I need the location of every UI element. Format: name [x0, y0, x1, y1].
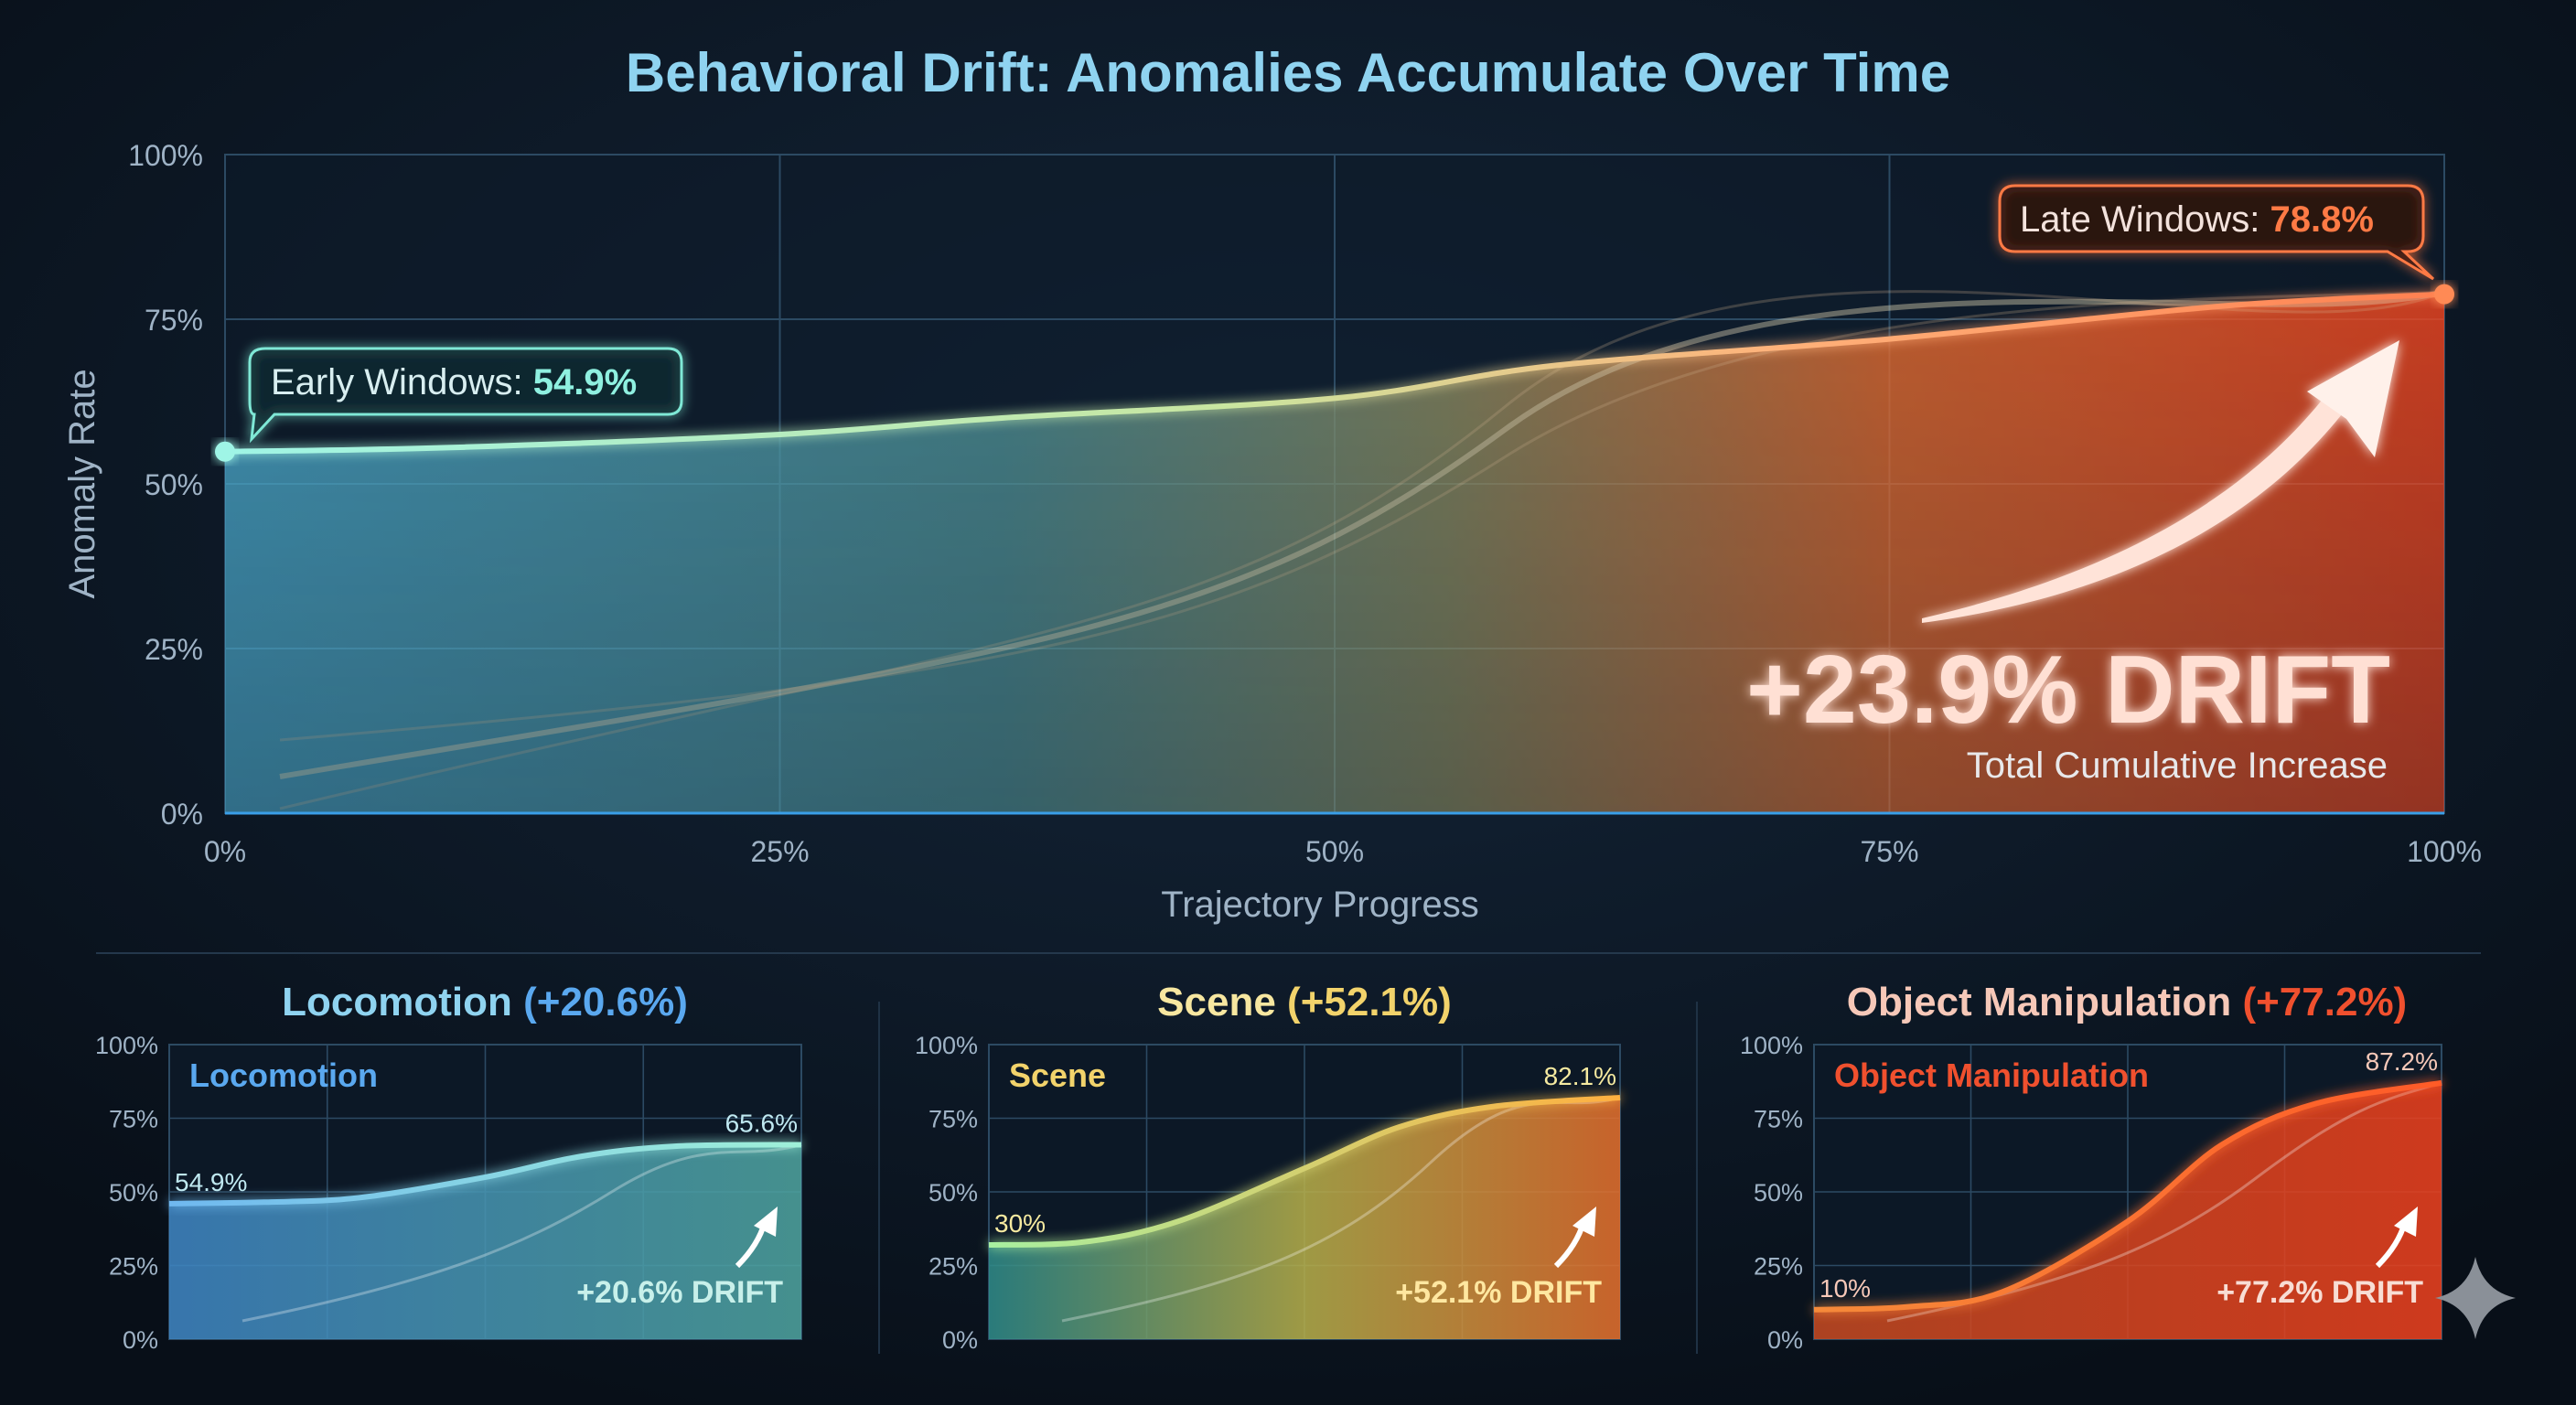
- late-windows-value: 78.8%: [2270, 199, 2373, 240]
- drift-arrowhead-icon: [2394, 1207, 2418, 1237]
- locomotion-panel: Locomotion (+20.6%) 0% 25% 50% 75% 100% Locom…: [95, 980, 802, 1354]
- panel-title-delta: (+20.6%): [523, 980, 688, 1024]
- drift-arrowhead-icon: [754, 1207, 778, 1237]
- y-tick-label: 100%: [915, 1032, 978, 1059]
- svg-text:Late Windows: 78.8%: Late Windows: 78.8%: [2020, 199, 2374, 240]
- x-tick-label: 0%: [204, 835, 246, 868]
- x-tick-label: 25%: [750, 835, 809, 868]
- y-tick-label: 75%: [928, 1106, 978, 1133]
- scene-panel: Scene (+52.1%) 0% 25% 50% 75% 100% Scene 30% 82…: [915, 980, 1621, 1354]
- drift-subtitle: Total Cumulative Increase: [1967, 745, 2388, 786]
- panel-title: Object Manipulation: [1847, 980, 2231, 1024]
- start-value-label: 54.9%: [175, 1168, 247, 1196]
- panel-drift-label: +77.2% DRIFT: [2216, 1275, 2423, 1310]
- main-line: [215, 284, 2454, 815]
- svg-text:Scene (+52.1%): Scene (+52.1%): [1157, 980, 1452, 1024]
- y-tick-label: 100%: [128, 139, 203, 172]
- sparkle-icon: [2435, 1257, 2516, 1339]
- y-tick-label: 75%: [109, 1106, 158, 1133]
- object-manipulation-panel: Object Manipulation (+77.2%) 0% 25% 50% 75%…: [1740, 980, 2442, 1354]
- page-title: Behavioral Drift: Anomalies Accumulate O…: [626, 42, 1950, 103]
- drift-arrow-icon: [1922, 340, 2399, 623]
- panel-title-delta: (+52.1%): [1287, 980, 1452, 1024]
- y-tick-label: 0%: [942, 1326, 978, 1354]
- panel-area-fill: [169, 1144, 801, 1339]
- early-windows-value: 54.9%: [533, 362, 637, 402]
- main-series-line: [224, 291, 2445, 455]
- panel-inner-label: Locomotion: [189, 1056, 378, 1094]
- y-tick-label: 100%: [1740, 1032, 1803, 1059]
- end-value-label: 82.1%: [1544, 1062, 1616, 1090]
- y-tick-label: 50%: [145, 468, 203, 501]
- x-axis-label: Trajectory Progress: [1161, 885, 1479, 925]
- y-tick-label: 50%: [1754, 1179, 1803, 1207]
- y-tick-label: 50%: [928, 1179, 978, 1207]
- x-tick-label: 75%: [1860, 835, 1918, 868]
- panel-drift-label: +52.1% DRIFT: [1395, 1275, 1602, 1310]
- panel-title-delta: (+77.2%): [2242, 980, 2407, 1024]
- main-area: [225, 289, 2445, 813]
- panel-area-fill: [1814, 1082, 2442, 1339]
- main-ticks: 0% 25% 50% 75% 100% 0% 25% 50% 75% 100%: [128, 139, 2482, 868]
- panel-title: Scene: [1157, 980, 1276, 1024]
- drift-arrowhead-icon: [1572, 1207, 1596, 1237]
- start-point: [215, 441, 235, 462]
- drift-headline: +23.9% DRIFT: [1746, 636, 2390, 744]
- early-windows-label: Early Windows:: [271, 362, 533, 402]
- end-value-label: 65.6%: [725, 1109, 798, 1137]
- svg-text:Locomotion (+20.6%): Locomotion (+20.6%): [282, 980, 688, 1024]
- panel-drift-label: +20.6% DRIFT: [576, 1275, 783, 1310]
- panel-series-line: [988, 1094, 1621, 1248]
- svg-text:Early Windows: 54.9%: Early Windows: 54.9%: [271, 362, 637, 402]
- y-tick-label: 25%: [1754, 1253, 1803, 1281]
- main-area-fill: [225, 294, 2444, 813]
- y-tick-label: 25%: [145, 633, 203, 666]
- y-tick-label: 0%: [123, 1326, 158, 1354]
- y-tick-label: 0%: [161, 798, 203, 831]
- svg-text:Object Manipulation (+77.2%): Object Manipulation (+77.2%): [1847, 980, 2407, 1024]
- y-tick-label: 0%: [1767, 1326, 1803, 1354]
- panel-series-line: [1813, 1079, 2442, 1313]
- x-tick-label: 50%: [1305, 835, 1364, 868]
- start-value-label: 10%: [1819, 1274, 1871, 1303]
- main-chart: 0% 25% 50% 75% 100% 0% 25% 50% 75% 100% Trajector…: [62, 139, 2482, 925]
- panel-inner-label: Object Manipulation: [1834, 1056, 2149, 1094]
- early-windows-callout: Early Windows: 54.9%: [248, 347, 683, 444]
- end-value-label: 87.2%: [2366, 1047, 2438, 1076]
- flow-streak: [242, 1143, 802, 1323]
- y-tick-label: 75%: [1754, 1106, 1803, 1133]
- flow-streak: [279, 290, 2445, 810]
- y-tick-label: 75%: [145, 304, 203, 337]
- y-tick-label: 25%: [928, 1253, 978, 1281]
- panel-area-fill: [989, 1097, 1620, 1339]
- x-tick-label: 100%: [2407, 835, 2482, 868]
- y-axis-label: Anomaly Rate: [62, 369, 102, 598]
- end-point: [2434, 284, 2454, 305]
- panel-series-line: [168, 1142, 802, 1207]
- y-tick-label: 100%: [95, 1032, 158, 1059]
- flow-streak: [279, 289, 2445, 779]
- y-tick-label: 50%: [109, 1179, 158, 1207]
- late-windows-label: Late Windows:: [2020, 199, 2270, 240]
- flow-streak: [279, 290, 2445, 742]
- panel-inner-label: Scene: [1009, 1056, 1106, 1094]
- late-windows-callout: Late Windows: 78.8%: [1998, 184, 2435, 281]
- panel-title: Locomotion: [282, 980, 512, 1024]
- y-tick-label: 25%: [109, 1253, 158, 1281]
- start-value-label: 30%: [994, 1209, 1046, 1238]
- flow-streak: [1886, 1081, 2442, 1323]
